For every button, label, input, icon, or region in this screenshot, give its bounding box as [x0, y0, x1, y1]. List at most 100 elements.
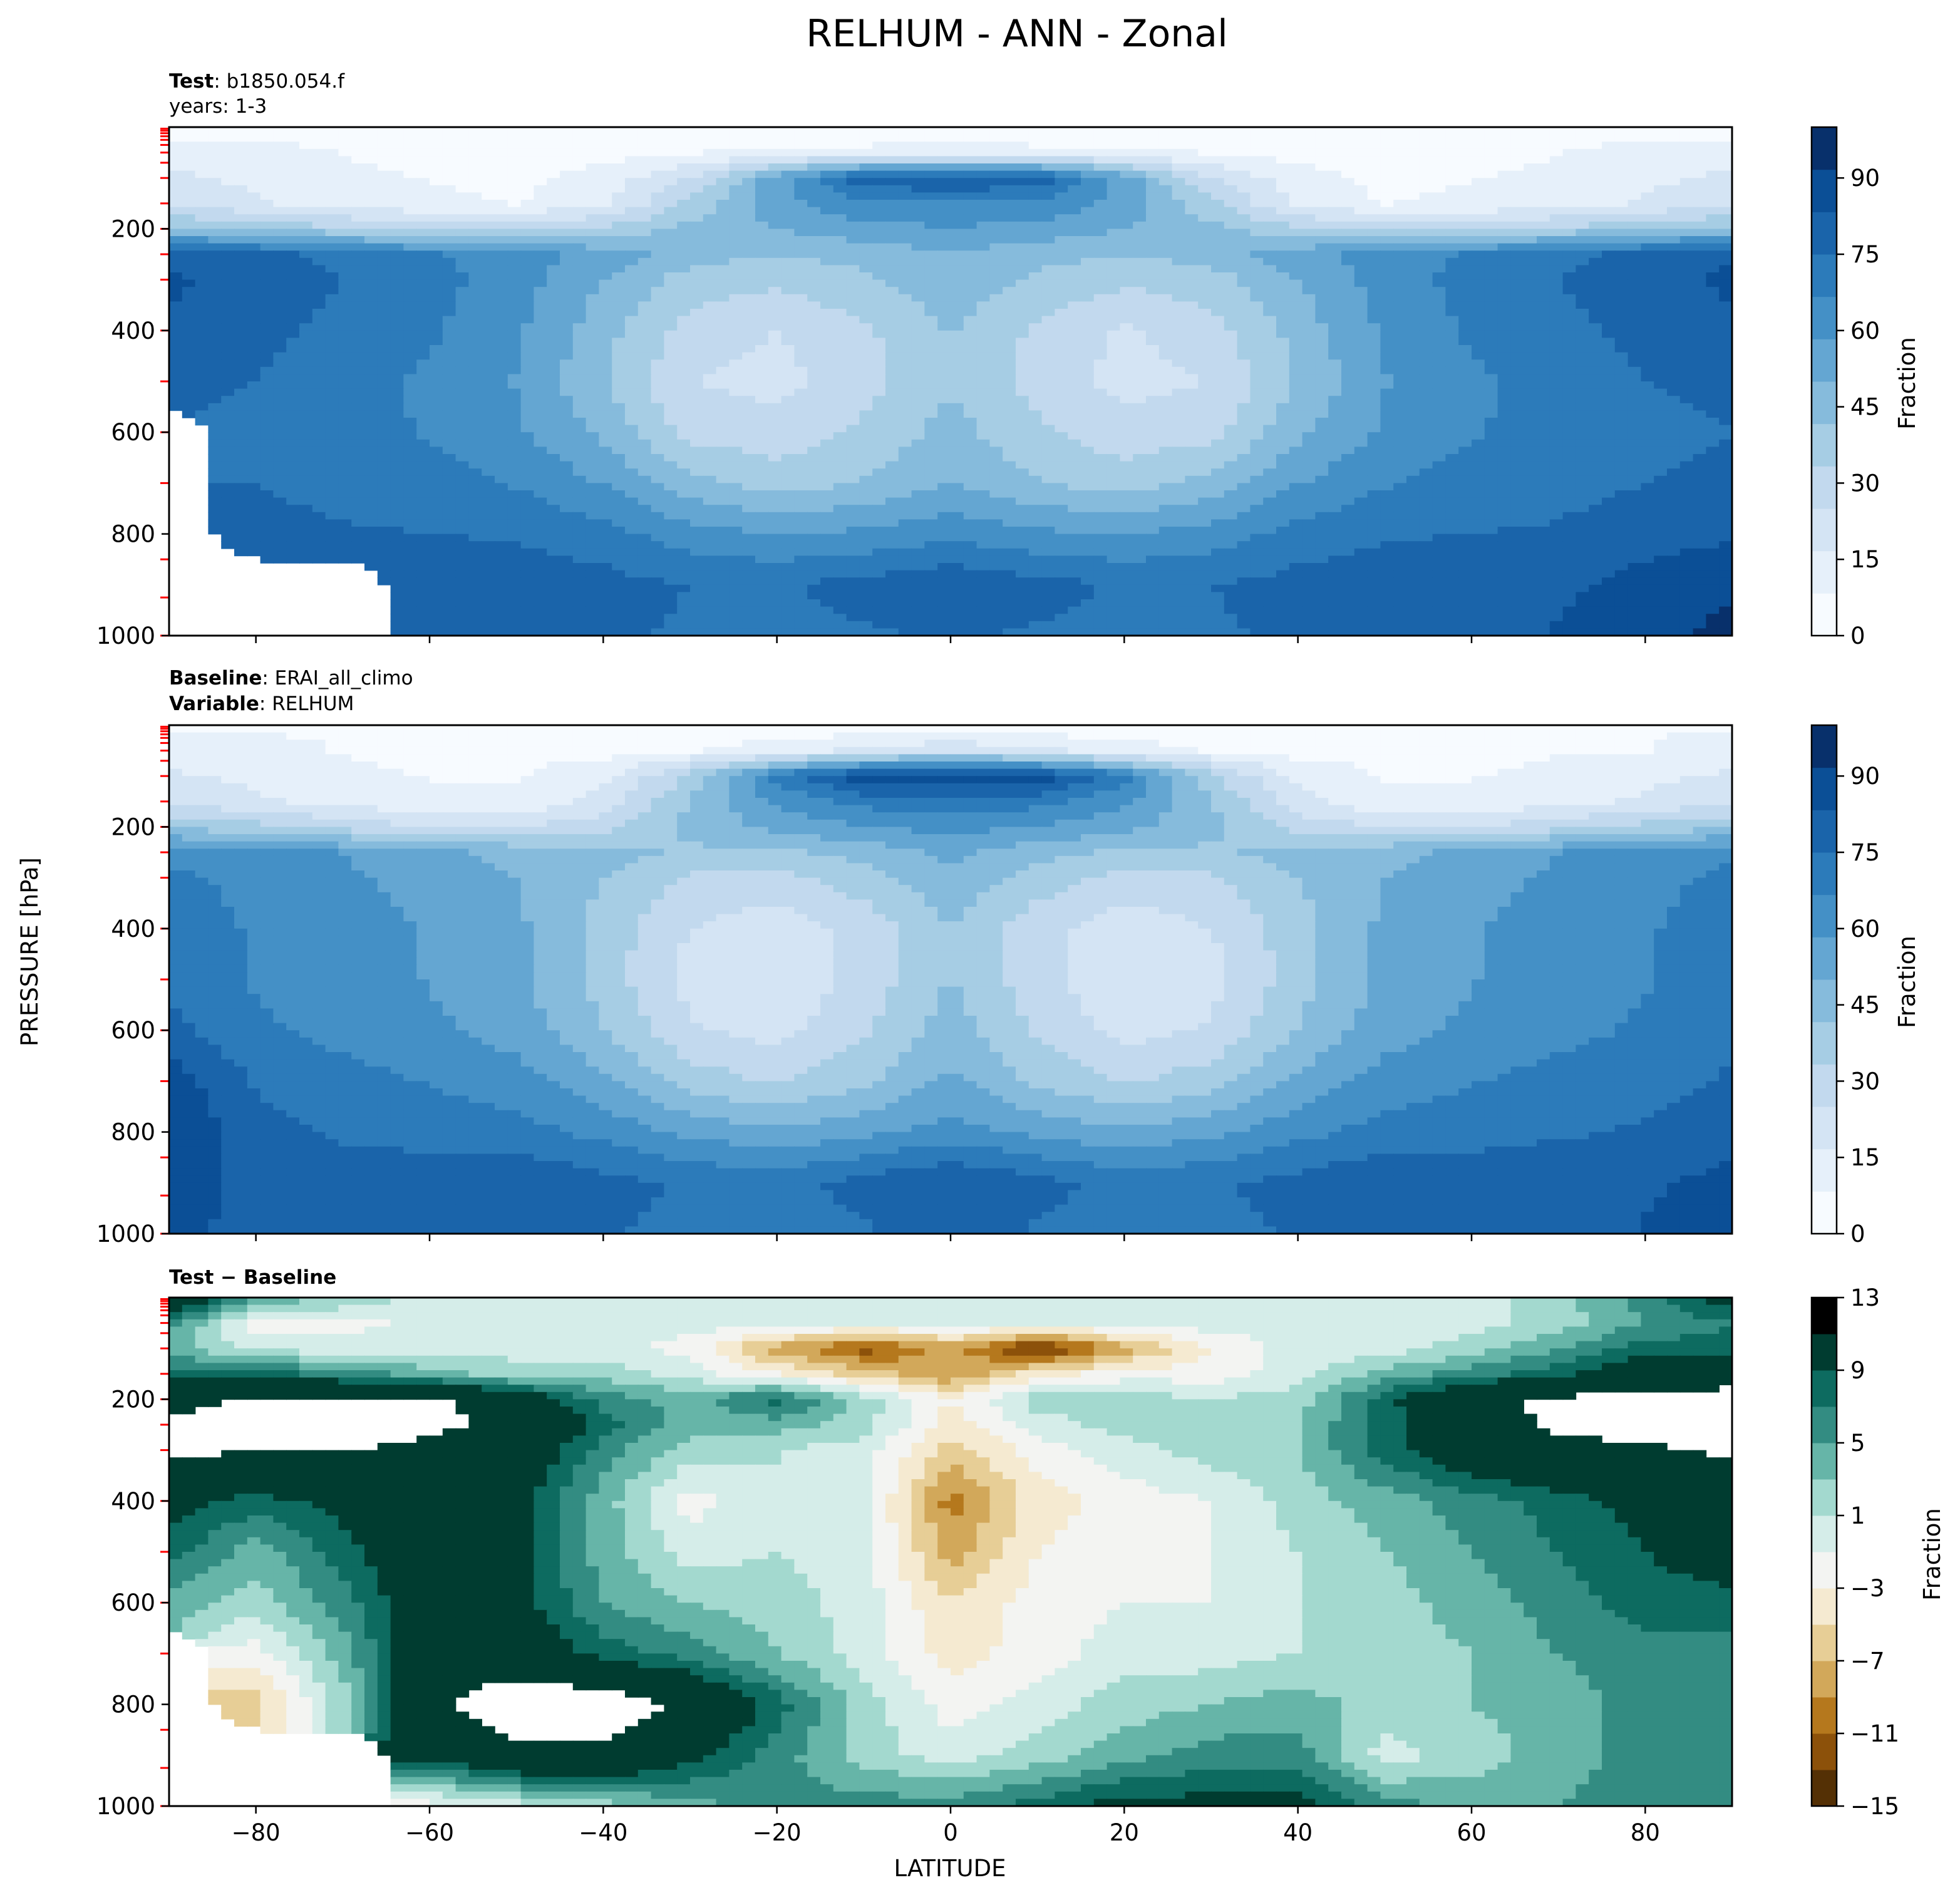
contour-cell — [1146, 243, 1160, 251]
contour-cell — [520, 381, 535, 390]
contour-cell — [1602, 323, 1616, 331]
contour-cell — [729, 170, 743, 178]
contour-cell — [1302, 243, 1316, 251]
contour-cell — [507, 170, 522, 178]
contour-cell — [273, 316, 287, 324]
contour-cell — [1549, 214, 1564, 222]
contour-cell — [820, 148, 834, 157]
contour-cell — [273, 214, 287, 222]
contour-cell — [572, 309, 587, 317]
contour-cell — [898, 330, 912, 339]
contour-cell — [1614, 359, 1629, 368]
contour-cell — [1667, 134, 1681, 142]
contour-cell — [182, 163, 196, 172]
contour-cell — [885, 323, 899, 331]
contour-cell — [637, 236, 652, 244]
contour-cell — [416, 170, 430, 178]
contour-cell — [690, 388, 704, 396]
contour-cell — [1367, 214, 1381, 222]
contour-cell — [807, 352, 821, 360]
contour-cell — [312, 410, 326, 418]
contour-cell — [273, 301, 287, 309]
contour-cell — [416, 396, 430, 404]
contour-cell — [976, 134, 991, 142]
contour-cell — [1614, 366, 1629, 375]
contour-cell — [1458, 250, 1472, 259]
contour-cell — [1081, 163, 1095, 172]
contour-cell — [1276, 410, 1290, 418]
contour-cell — [468, 366, 482, 375]
contour-cell — [1237, 243, 1251, 251]
contour-cell — [612, 279, 626, 287]
contour-cell — [338, 396, 352, 404]
contour-cell — [442, 163, 456, 172]
contour-cell — [1133, 279, 1147, 287]
contour-cell — [1185, 410, 1199, 418]
contour-cell — [572, 338, 587, 346]
contour-cell — [1393, 309, 1407, 317]
contour-cell — [859, 359, 873, 368]
contour-cell — [325, 410, 339, 418]
contour-cell — [885, 265, 899, 273]
contour-cell — [755, 396, 769, 404]
contour-cell — [1120, 309, 1133, 317]
contour-cell — [195, 396, 209, 404]
contour-cell — [585, 410, 600, 418]
contour-cell — [1068, 265, 1081, 273]
contour-cell — [1093, 279, 1108, 287]
contour-cell — [820, 127, 834, 135]
contour-cell — [833, 134, 847, 142]
contour-cell — [820, 287, 834, 295]
contour-cell — [1328, 381, 1342, 390]
contour-cell — [794, 142, 808, 150]
contour-cell — [846, 338, 860, 346]
contour-cell — [651, 243, 665, 251]
contour-cell — [1679, 265, 1694, 273]
contour-cell — [1341, 221, 1355, 230]
contour-cell — [1328, 236, 1342, 244]
contour-cell — [468, 221, 482, 230]
contour-cell — [1133, 418, 1147, 426]
contour-cell — [286, 338, 300, 346]
contour-cell — [247, 142, 261, 150]
contour-cell — [937, 134, 951, 142]
contour-cell — [729, 381, 743, 390]
contour-cell — [1706, 142, 1720, 150]
contour-cell — [560, 243, 574, 251]
contour-cell — [1041, 221, 1056, 230]
contour-cell — [690, 192, 704, 200]
contour-cell — [442, 425, 456, 433]
contour-cell — [625, 410, 639, 418]
contour-cell — [208, 388, 222, 396]
contour-cell — [482, 243, 495, 251]
contour-cell — [911, 309, 926, 317]
contour-cell — [1158, 200, 1173, 208]
contour-cell — [1185, 200, 1199, 208]
contour-cell — [898, 316, 912, 324]
contour-cell — [612, 418, 626, 426]
contour-cell — [403, 418, 417, 426]
contour-cell — [951, 214, 964, 222]
contour-cell — [1003, 309, 1016, 317]
contour-cell — [286, 163, 300, 172]
contour-cell — [599, 265, 612, 273]
contour-cell — [1016, 381, 1029, 390]
contour-cell — [951, 388, 964, 396]
contour-cell — [247, 221, 261, 230]
contour-cell — [1627, 156, 1642, 164]
contour-cell — [482, 403, 495, 411]
contour-cell — [1055, 352, 1068, 360]
contour-cell — [1367, 148, 1381, 157]
contour-cell — [1367, 301, 1381, 309]
contour-cell — [534, 323, 547, 331]
contour-cell — [898, 214, 912, 222]
contour-cell — [1484, 352, 1498, 360]
contour-cell — [1185, 366, 1199, 375]
contour-cell — [1393, 338, 1407, 346]
contour-cell — [1627, 323, 1642, 331]
contour-cell — [1654, 134, 1668, 142]
contour-cell — [924, 338, 938, 346]
contour-cell — [1198, 323, 1212, 331]
contour-cell — [1562, 178, 1577, 186]
contour-cell — [1589, 396, 1602, 404]
